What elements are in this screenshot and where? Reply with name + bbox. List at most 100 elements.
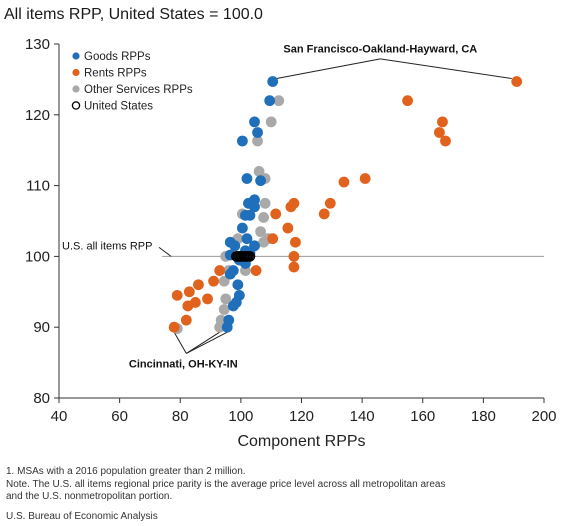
point-other-services-rpps <box>218 275 230 287</box>
annotation-leader-line <box>186 331 228 354</box>
point-united-states <box>231 251 242 262</box>
point-rents-rpps <box>511 76 523 87</box>
x-tick-label: 80 <box>172 408 189 425</box>
reference-line-group: U.S. all items RPP <box>62 240 544 257</box>
chart-title: All items RPP, United States = 100.0 <box>4 6 263 23</box>
point-rents-rpps <box>338 176 350 188</box>
point-goods-rpps <box>229 240 241 252</box>
source-credit: U.S. Bureau of Economic Analysis <box>6 511 158 522</box>
point-rents-rpps <box>180 314 192 326</box>
reference-line-label: U.S. all items RPP <box>62 240 152 252</box>
point-rents-rpps <box>434 127 445 138</box>
point-other-services-rpps <box>273 95 285 107</box>
point-goods-rpps <box>221 321 233 333</box>
point-rents-rpps <box>288 261 300 273</box>
point-goods-rpps <box>252 127 263 138</box>
footnotes: 1. MSAs with a 2016 population greater t… <box>6 466 562 504</box>
point-united-states <box>244 251 256 262</box>
annotation-cincinnati: Cincinnati, OH-KY-IN <box>129 359 238 371</box>
legend-label: Other Services RPPs <box>84 84 193 96</box>
point-goods-rpps <box>241 233 253 245</box>
y-tick-label: 80 <box>33 390 50 407</box>
point-goods-rpps <box>264 95 276 107</box>
annotation-leader-line <box>276 58 381 80</box>
point-rents-rpps <box>359 173 371 184</box>
annotation-san-francisco: San Francisco-Oakland-Hayward, CA <box>283 43 477 55</box>
point-rents-rpps <box>270 208 282 220</box>
point-rents-rpps <box>282 222 294 234</box>
footnote-1: 1. MSAs with a 2016 population greater t… <box>6 466 246 477</box>
point-rents-rpps <box>267 233 279 245</box>
point-other-services-rpps <box>265 116 277 128</box>
point-other-services-rpps <box>218 304 230 315</box>
legend-marker <box>72 85 80 93</box>
point-other-services-rpps <box>258 236 270 248</box>
legend: Goods RPPs Rents RPPs Other Services RPPs U… <box>71 51 193 113</box>
point-rents-rpps <box>182 300 194 312</box>
point-goods-rpps <box>249 116 260 128</box>
point-rents-rpps <box>193 279 204 291</box>
point-rents-rpps <box>288 251 300 262</box>
annotation-leader-line <box>186 331 220 354</box>
x-tick-label: 60 <box>111 408 128 425</box>
point-other-services-rpps <box>220 293 232 305</box>
point-other-services-rpps <box>252 135 263 147</box>
point-goods-rpps <box>244 209 256 221</box>
point-goods-rpps <box>227 300 239 312</box>
point-rents-rpps <box>208 275 219 287</box>
point-other-services-rpps <box>253 166 265 177</box>
point-goods-rpps <box>267 76 279 87</box>
point-rents-rpps <box>168 321 180 333</box>
x-tick-label: 160 <box>410 408 435 425</box>
legend-marker <box>72 52 80 60</box>
point-other-services-rpps <box>258 212 270 223</box>
annotation-leader-line <box>380 58 512 80</box>
y-tick-label: 110 <box>26 178 50 195</box>
legend-label: Goods RPPs <box>84 51 151 63</box>
point-goods-rpps <box>232 279 244 291</box>
point-rents-rpps <box>214 265 226 276</box>
point-rents-rpps <box>440 135 451 147</box>
annotation-group: San Francisco-Oakland-Hayward, CA Cincinn… <box>129 43 512 371</box>
y-tick-label: 130 <box>25 36 50 53</box>
point-rents-rpps <box>318 208 330 220</box>
point-rents-rpps <box>250 265 262 276</box>
annotation-leader-line <box>173 331 187 354</box>
point-goods-rpps <box>249 201 260 213</box>
point-rents-rpps <box>437 116 448 128</box>
x-axis-title: Component RPPs <box>237 433 365 450</box>
legend-label: Rents RPPs <box>84 68 147 80</box>
x-tick-label: 100 <box>228 408 253 425</box>
point-rents-rpps <box>285 201 297 213</box>
x-tick-label: 120 <box>289 408 314 425</box>
data-points <box>168 76 523 335</box>
axes: 40 60 80 100 120 140 160 180 200 80 90 100 110 120 130… <box>25 36 557 450</box>
y-tick-label: 100 <box>25 248 50 265</box>
point-rents-rpps <box>183 286 195 298</box>
point-goods-rpps <box>255 175 266 187</box>
point-rents-rpps <box>324 197 336 209</box>
point-other-services-rpps <box>259 197 271 209</box>
point-other-services-rpps <box>214 321 226 333</box>
point-rents-rpps <box>402 95 413 107</box>
point-other-services-rpps <box>255 226 266 238</box>
footnote-note-line-2: and the U.S. nonmetropolitan portion. <box>6 491 173 502</box>
point-goods-rpps <box>224 268 236 280</box>
x-tick-label: 180 <box>471 408 496 425</box>
x-tick-label: 40 <box>51 408 68 425</box>
x-tick-label: 140 <box>350 408 375 425</box>
point-goods-rpps <box>241 173 253 184</box>
reference-leader-line <box>158 246 172 257</box>
x-tick-label: 200 <box>531 408 556 425</box>
scatter-chart: U.S. all items RPP San Francisco-Oakland… <box>25 36 557 450</box>
y-tick-label: 90 <box>33 319 50 336</box>
point-goods-rpps <box>236 222 248 234</box>
footnote-note-line-1: Note. The U.S. all items regional price … <box>6 478 446 490</box>
point-goods-rpps <box>236 135 248 147</box>
point-rents-rpps <box>202 293 213 305</box>
legend-marker-united-states <box>71 101 81 110</box>
y-tick-label: 120 <box>25 107 50 124</box>
point-rents-rpps <box>290 236 301 248</box>
legend-marker <box>72 68 80 77</box>
legend-label: United States <box>84 101 153 113</box>
